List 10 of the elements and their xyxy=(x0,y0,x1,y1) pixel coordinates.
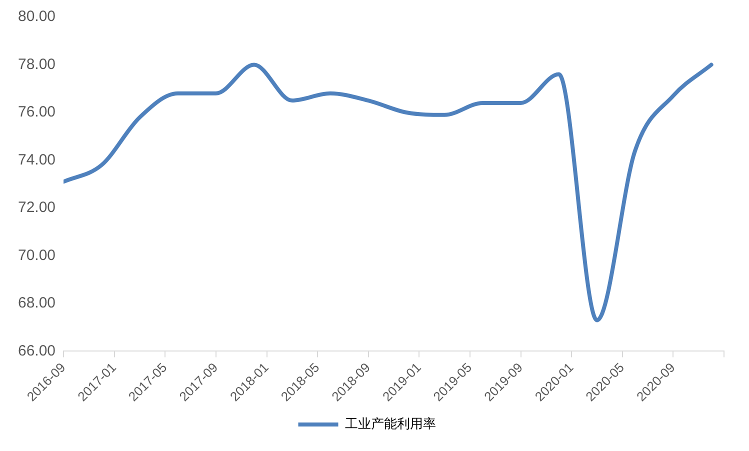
y-tick-label: 78.00 xyxy=(18,56,56,73)
y-tick-label: 80.00 xyxy=(18,8,56,26)
y-tick-label: 76.00 xyxy=(18,104,56,121)
line-series xyxy=(64,62,714,322)
y-tick-label: 72.00 xyxy=(18,199,56,216)
y-tick-label: 70.00 xyxy=(18,246,56,264)
y-tick-label: 74.00 xyxy=(18,151,56,168)
y-tick-label: 68.00 xyxy=(18,294,56,312)
legend-label: 工业产能利用率 xyxy=(344,416,436,432)
y-tick-label: 66.00 xyxy=(18,342,56,360)
